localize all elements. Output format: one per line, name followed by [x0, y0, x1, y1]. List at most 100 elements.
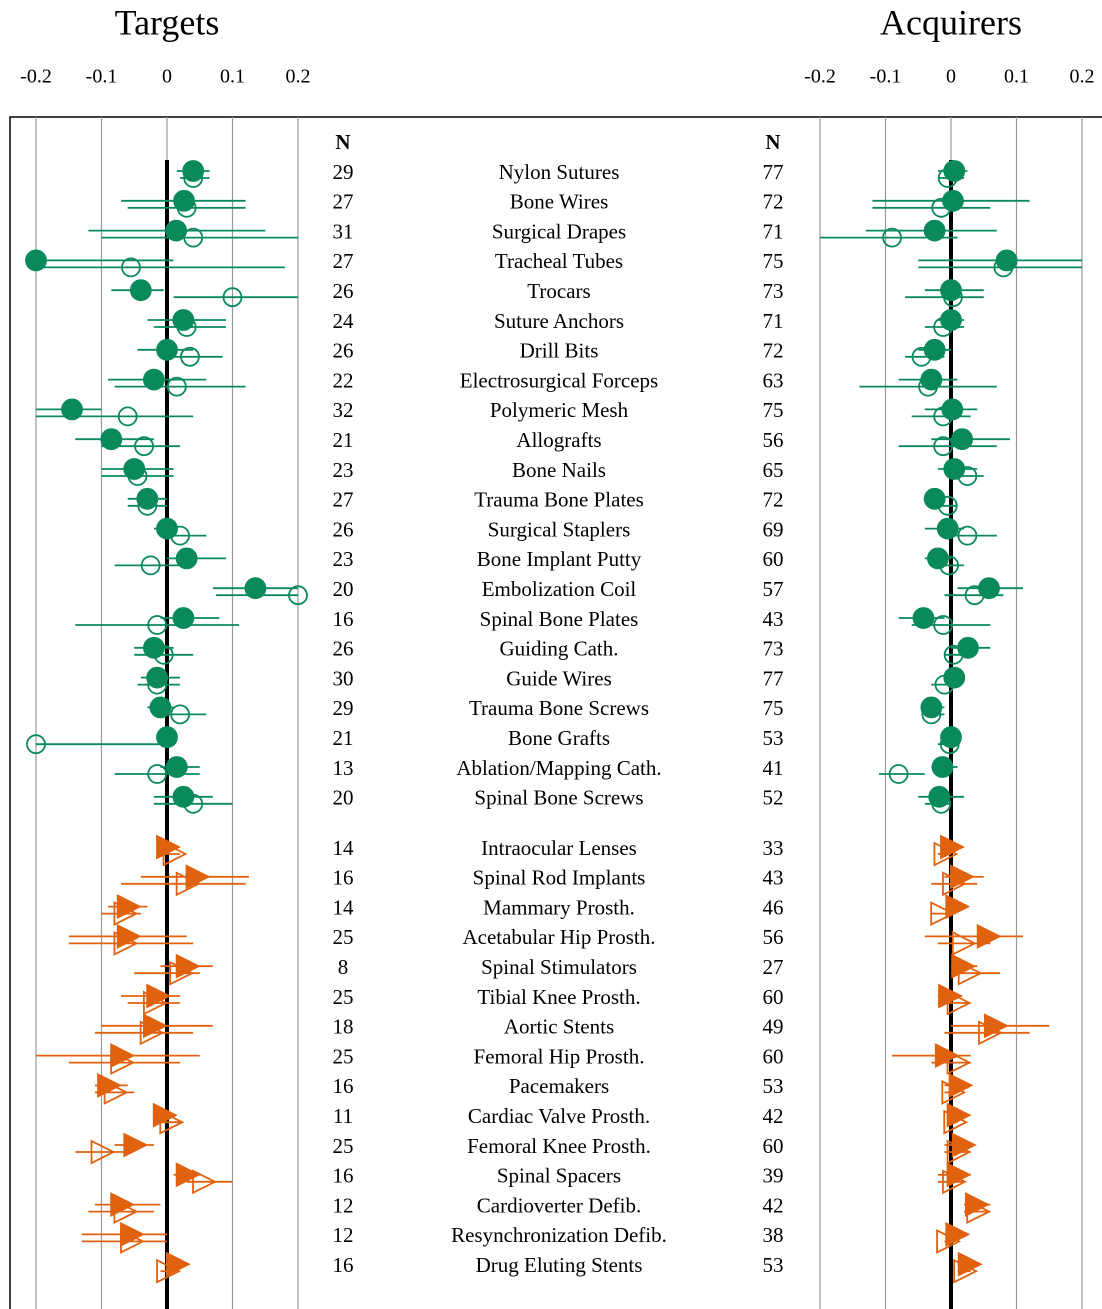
row-label: Trauma Bone Plates — [474, 488, 644, 512]
n-value: 43 — [763, 607, 784, 631]
point-marker — [882, 227, 902, 248]
n-value: 65 — [763, 458, 784, 482]
point-marker — [175, 1162, 201, 1188]
n-value: 56 — [763, 428, 784, 452]
n-value: 38 — [763, 1223, 784, 1247]
point-marker — [90, 1139, 116, 1165]
row-label: Aortic Stents — [504, 1015, 614, 1039]
x-tick-label: 0.2 — [1070, 66, 1095, 88]
n-value: 57 — [763, 577, 784, 601]
point-marker — [911, 346, 932, 367]
point-marker — [951, 428, 974, 451]
row-label: Spinal Rod Implants — [473, 866, 646, 890]
point-marker — [918, 376, 938, 397]
point-marker — [127, 466, 148, 486]
point-marker — [166, 376, 187, 397]
n-header: N — [765, 130, 780, 154]
point-marker — [978, 1020, 1004, 1046]
point-marker — [943, 1109, 969, 1135]
point-marker — [149, 696, 172, 719]
point-marker — [912, 607, 935, 629]
row-label: Intraocular Lenses — [481, 836, 637, 860]
point-marker — [165, 219, 188, 242]
point-marker — [147, 674, 168, 695]
point-marker — [957, 1251, 983, 1277]
point-marker — [183, 168, 204, 188]
point-marker — [172, 785, 195, 808]
point-marker — [939, 734, 960, 755]
point-marker — [957, 960, 983, 986]
point-marker — [921, 704, 942, 725]
point-marker — [888, 764, 909, 784]
point-marker — [156, 726, 178, 749]
n-value: 53 — [763, 726, 784, 750]
point-marker — [192, 1169, 218, 1195]
point-marker — [946, 1102, 972, 1128]
row-label: Drill Bits — [520, 339, 599, 363]
n-value: 42 — [763, 1193, 784, 1217]
point-marker — [923, 219, 946, 242]
point-marker — [940, 726, 962, 749]
point-marker — [946, 1050, 972, 1076]
n-value: 21 — [333, 726, 354, 750]
point-marker — [951, 953, 977, 979]
n-value: 53 — [763, 1074, 784, 1098]
n-value: 27 — [333, 249, 354, 273]
row-label: Nylon Sutures — [499, 160, 620, 184]
panel-frame — [9, 116, 1102, 1309]
row-label: Guiding Cath. — [500, 637, 619, 661]
n-value: 23 — [333, 547, 354, 571]
point-marker — [123, 1132, 149, 1158]
point-marker — [175, 871, 201, 897]
point-marker — [146, 666, 169, 689]
point-marker — [110, 1050, 136, 1076]
n-value: 13 — [333, 756, 354, 780]
row-label: Femoral Hip Prosth. — [474, 1044, 645, 1068]
n-value: 29 — [333, 696, 354, 720]
n-value: 25 — [333, 985, 354, 1009]
n-value: 75 — [763, 249, 784, 273]
point-marker — [172, 607, 195, 629]
n-value: 26 — [333, 339, 354, 363]
n-value: 16 — [333, 1074, 354, 1098]
point-marker — [113, 930, 139, 956]
point-marker — [103, 1079, 129, 1105]
row-label: Polymeric Mesh — [490, 398, 629, 422]
n-value: 43 — [763, 866, 784, 890]
n-value: 33 — [763, 836, 784, 860]
point-marker — [26, 734, 46, 755]
point-marker — [244, 577, 267, 600]
point-marker — [943, 287, 963, 308]
point-marker — [931, 197, 952, 218]
x-tick-label: -0.1 — [870, 66, 902, 88]
n-value: 49 — [763, 1015, 784, 1039]
point-marker — [136, 487, 159, 510]
n-value: 25 — [333, 1044, 354, 1068]
n-value: 21 — [333, 428, 354, 452]
n-value: 26 — [333, 279, 354, 303]
n-value: 60 — [763, 1044, 784, 1068]
point-marker — [957, 466, 978, 486]
point-marker — [933, 841, 959, 867]
point-marker — [966, 1199, 992, 1225]
n-value: 31 — [333, 219, 354, 243]
n-value: 77 — [763, 666, 784, 690]
row-label: Bone Grafts — [508, 726, 610, 750]
row-label: Bone Wires — [510, 190, 609, 214]
row-label: Cardioverter Defib. — [477, 1193, 641, 1217]
n-value: 25 — [333, 1134, 354, 1158]
point-marker — [957, 525, 978, 546]
point-marker — [943, 644, 964, 665]
n-value: 39 — [763, 1164, 784, 1188]
x-tick-label: 0 — [162, 66, 172, 88]
n-value: 20 — [333, 786, 354, 810]
n-value: 73 — [763, 279, 784, 303]
n-value: 75 — [763, 696, 784, 720]
point-marker — [937, 168, 958, 188]
point-marker — [942, 871, 967, 897]
point-marker — [176, 197, 197, 218]
point-marker — [129, 279, 152, 302]
x-tick-label: 0 — [946, 66, 956, 88]
point-marker — [936, 517, 959, 540]
point-marker — [165, 756, 188, 778]
